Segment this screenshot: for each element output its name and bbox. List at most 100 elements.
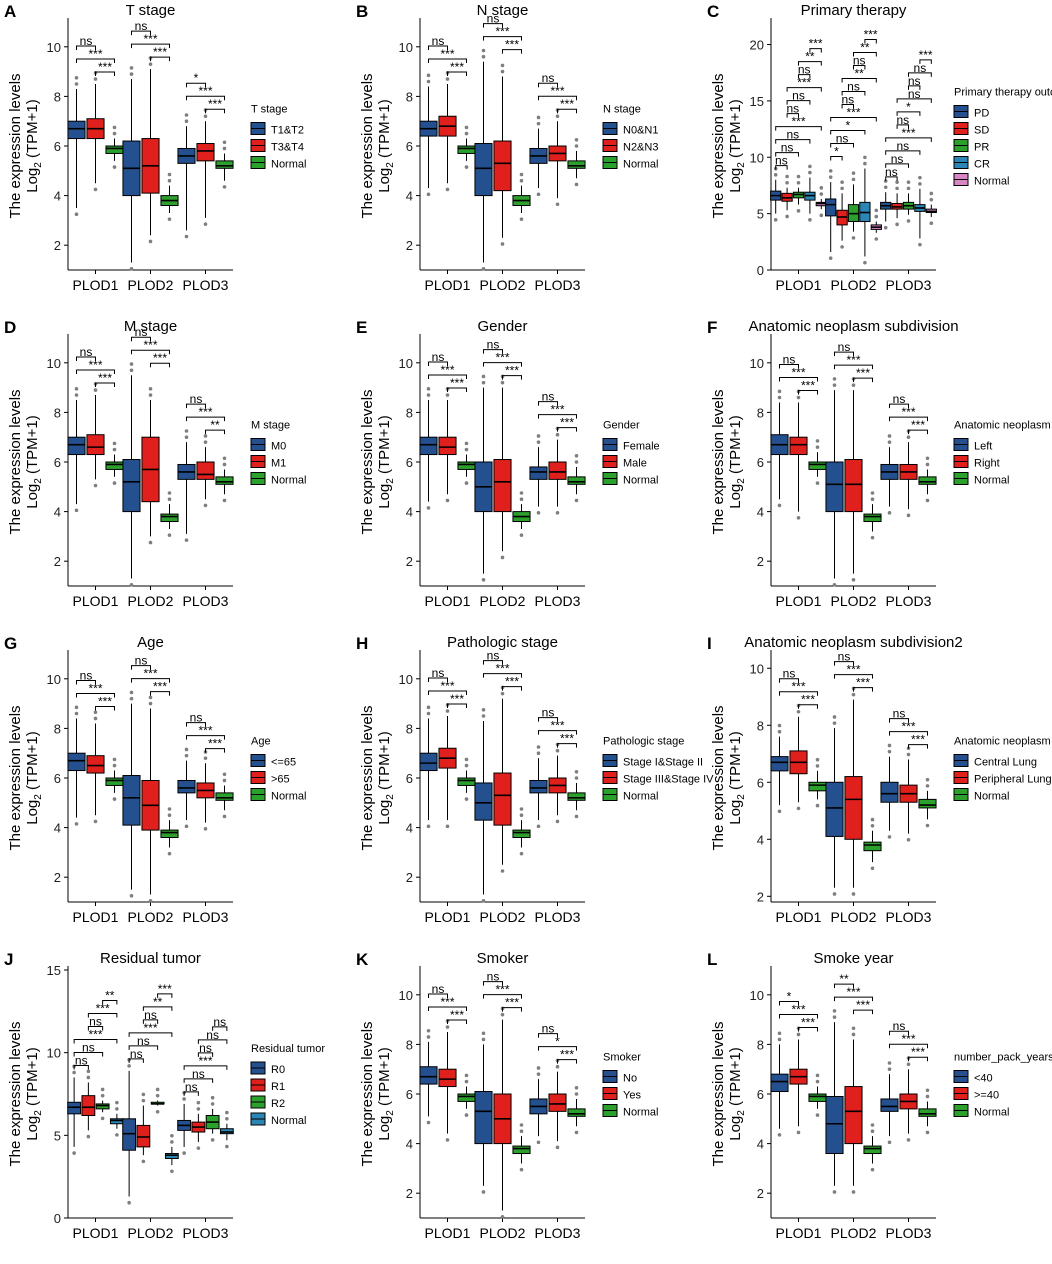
legend-entry-label: Stage III&Stage IV	[623, 774, 714, 786]
significance-bracket	[483, 362, 522, 367]
y-tick-label: 4	[406, 1137, 413, 1152]
significance-label: ***	[560, 1048, 574, 1062]
significance-bracket	[76, 692, 115, 698]
significance-label: ***	[495, 351, 509, 365]
outlier-point	[210, 1138, 215, 1142]
panel-letter: I	[707, 634, 712, 653]
significance-label: ns	[432, 350, 445, 364]
significance-label: *	[555, 1035, 560, 1049]
outlier-point	[536, 745, 541, 749]
outlier-point	[170, 1133, 174, 1138]
significance-label: ***	[901, 405, 915, 419]
outlier-point	[167, 533, 172, 537]
panel-d: D M stage The expression levels Log2 (TPM+1…	[4, 318, 306, 609]
x-tick-label: PLOD3	[535, 1225, 581, 1241]
y-tick-label: 10	[399, 40, 413, 55]
outlier-point	[536, 192, 541, 197]
outlier-point	[863, 161, 867, 166]
outlier-point	[426, 387, 431, 391]
y-axis-label-line1: The expression levels	[710, 73, 727, 218]
outlier-point	[464, 481, 469, 485]
outlier-point	[874, 237, 879, 241]
box-body	[789, 436, 808, 456]
box-body	[844, 1086, 863, 1145]
panel-letter: G	[4, 634, 17, 653]
outlier-point	[519, 178, 524, 183]
outlier-point	[222, 456, 227, 461]
outlier-point	[863, 260, 867, 265]
significance-label: ***	[856, 998, 870, 1012]
significance-bracket	[889, 416, 928, 422]
outlier-point	[887, 440, 892, 444]
significance-label: ns	[487, 970, 500, 984]
significance-bracket	[128, 1045, 159, 1050]
y-axis-label-line1: The expression levels	[359, 73, 376, 218]
box-body	[770, 756, 789, 772]
y-axis-label-line2: Log2 (TPM+1)	[727, 731, 747, 825]
significance-bracket	[557, 427, 577, 432]
significance-label: ns	[838, 340, 851, 354]
outlier-point	[222, 814, 227, 819]
outlier-point	[481, 380, 486, 385]
significance-bracket	[502, 1007, 522, 1012]
outlier-point	[167, 491, 172, 495]
legend-entry-label: Yes	[623, 1090, 641, 1102]
outlier-point	[555, 511, 560, 515]
panel-letter: K	[356, 950, 369, 969]
significance-label: ***	[450, 1008, 464, 1022]
legend-entry-label: R2	[271, 1098, 285, 1110]
outlier-point	[426, 393, 431, 397]
significance-bracket	[205, 748, 225, 753]
outlier-point	[785, 180, 789, 185]
outlier-point	[851, 1190, 856, 1194]
outlier-point	[777, 723, 782, 728]
outlier-point	[796, 516, 801, 520]
outlier-point	[464, 1113, 469, 1117]
outlier-point	[72, 1070, 76, 1075]
significance-bracket	[131, 665, 151, 670]
outlier-point	[464, 1079, 469, 1084]
y-axis-label-line2: Log2 (TPM+1)	[24, 1047, 44, 1141]
outlier-point	[445, 187, 450, 192]
outlier-point	[481, 1190, 486, 1194]
outlier-point	[929, 221, 934, 226]
outlier-point	[112, 165, 117, 169]
significance-bracket	[142, 1019, 159, 1024]
significance-label: ***	[550, 403, 564, 417]
outlier-point	[426, 506, 431, 510]
outlier-point	[895, 186, 899, 191]
box-body	[122, 775, 141, 826]
outlier-point	[74, 212, 79, 216]
significance-label: ***	[198, 84, 212, 98]
significance-bracket	[798, 704, 818, 709]
outlier-point	[203, 756, 208, 760]
outlier-point	[815, 1073, 820, 1078]
significance-label: ***	[797, 76, 811, 90]
significance-label: ***	[846, 353, 860, 367]
x-tick-label: PLOD2	[128, 909, 174, 925]
box-body	[567, 1108, 586, 1117]
box-body	[105, 145, 124, 154]
panel-letter: L	[707, 950, 717, 969]
box-body	[215, 476, 234, 485]
outlier-point	[445, 77, 450, 81]
significance-bracket	[853, 377, 873, 383]
outlier-point	[906, 513, 911, 518]
outlier-point	[906, 186, 911, 191]
x-tick-label: PLOD1	[73, 593, 119, 609]
legend-entry-label: T1&T2	[271, 125, 304, 137]
y-axis-label-line2: Log2 (TPM+1)	[376, 415, 396, 509]
outlier-point	[127, 1200, 131, 1205]
y-tick-label: 2	[757, 554, 764, 569]
significance-label: ***	[158, 982, 172, 996]
y-tick-label: 5	[757, 207, 764, 222]
legend-entry-label: Normal	[271, 1115, 306, 1127]
legend-entry-label: N2&N3	[623, 142, 658, 154]
panel-title: Gender	[477, 318, 527, 335]
outlier-point	[851, 177, 856, 182]
outlier-point	[870, 491, 875, 495]
outlier-point	[536, 440, 541, 444]
significance-bracket	[483, 23, 503, 28]
legend-entry-label: Female	[623, 441, 660, 453]
outlier-point	[574, 138, 579, 142]
